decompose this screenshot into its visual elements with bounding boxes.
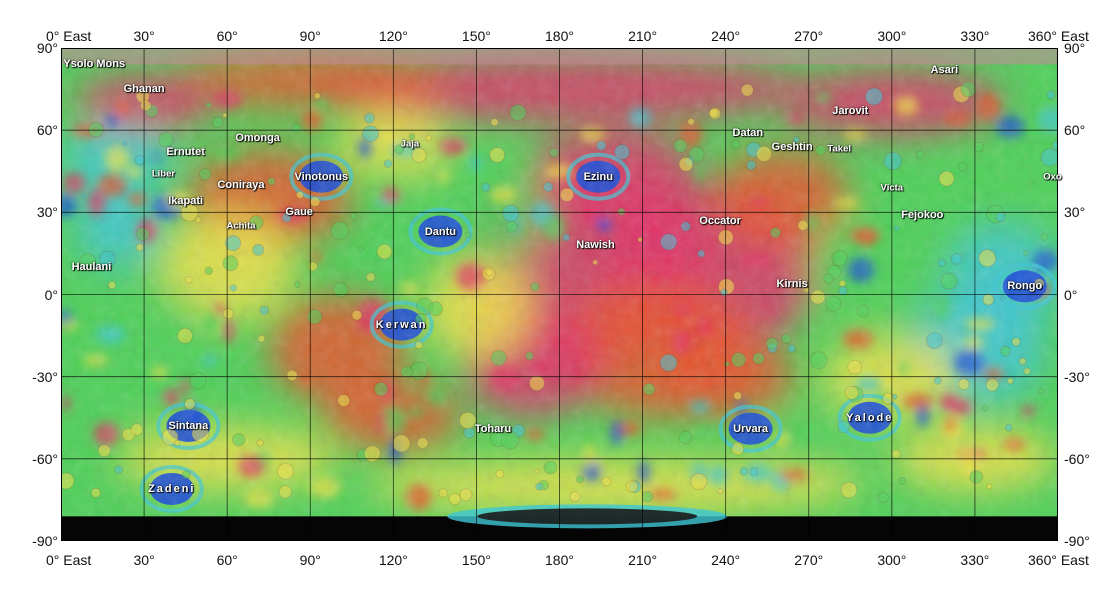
lat-tick-left: 0° [44, 286, 58, 303]
feature-label: Ikapati [168, 195, 204, 208]
lon-tick-bottom: 150° [461, 552, 491, 568]
feature-label: Coniraya [217, 178, 265, 191]
lon-tick-bottom: 330° [960, 552, 990, 568]
lon-tick-top: 150° [461, 28, 491, 44]
feature-label: Fejokoo [901, 209, 944, 222]
lon-tick-top: 180° [545, 28, 574, 44]
feature-label: Ysolo Mons [63, 58, 126, 71]
lon-tick-top: 270° [794, 28, 824, 44]
feature-label: Achita [226, 220, 256, 232]
feature-label: Toharu [474, 422, 512, 435]
lon-tick-bottom: 360° East [1028, 552, 1089, 568]
lon-tick-top: 300° [877, 28, 907, 44]
feature-label: Urvara [733, 422, 769, 435]
lat-tick-left: 30° [36, 204, 58, 221]
feature-label: Jaja [400, 138, 420, 150]
feature-label: Yalode [845, 411, 894, 424]
feature-label: Sintana [168, 419, 209, 432]
lon-tick-top: 120° [378, 28, 408, 44]
lon-tick-bottom: 240° [711, 552, 741, 568]
lon-tick-bottom: 270° [794, 552, 824, 568]
feature-label: Jarovit [832, 104, 869, 117]
lon-tick-top: 210° [628, 28, 658, 44]
lon-tick-top: 60° [216, 28, 238, 44]
feature-label: Asari [930, 63, 959, 76]
feature-label: Rongo [1007, 280, 1043, 293]
lat-tick-right: 60° [1064, 122, 1086, 139]
feature-label: Takel [827, 143, 851, 155]
lat-tick-left: -90° [32, 533, 58, 549]
lon-tick-top: 240° [711, 28, 741, 44]
map-canvas [61, 48, 1058, 541]
lat-tick-right: 90° [1064, 40, 1086, 56]
feature-label: Occator [699, 214, 741, 227]
lat-tick-right: -60° [1064, 450, 1090, 467]
feature-label: Geshtin [771, 140, 813, 153]
lat-tick-right: 0° [1064, 286, 1078, 303]
lon-tick-bottom: 30° [133, 552, 155, 568]
lat-tick-left: 90° [36, 40, 58, 56]
topographic-map [61, 48, 1058, 541]
lat-tick-right: 30° [1064, 204, 1086, 221]
lon-tick-top: 360° East [1028, 28, 1089, 44]
lon-tick-top: 90° [299, 28, 321, 44]
map-border [61, 48, 1058, 541]
feature-label: Kirnis [776, 277, 808, 290]
feature-label: Liber [151, 168, 176, 180]
lon-tick-bottom: 300° [877, 552, 907, 568]
feature-label: Haulani [71, 261, 112, 274]
feature-label: Ghanan [123, 83, 165, 96]
feature-label: Zadeni [148, 482, 196, 495]
feature-label: Gaue [285, 206, 313, 219]
feature-label: Dantu [424, 225, 456, 238]
feature-label: Ezinu [583, 170, 613, 183]
feature-label: Nawish [576, 239, 615, 252]
lon-tick-bottom: 90° [299, 552, 321, 568]
lat-tick-left: -60° [32, 450, 58, 467]
lon-tick-bottom: 210° [628, 552, 658, 568]
lon-tick-bottom: 120° [378, 552, 408, 568]
feature-label: Datan [732, 126, 764, 139]
lon-tick-bottom: 180° [545, 552, 574, 568]
lat-tick-right: -90° [1064, 533, 1090, 549]
feature-label: Vinotonus [294, 170, 349, 183]
south-polar-shadow [477, 508, 698, 525]
lon-tick-top: 330° [960, 28, 990, 44]
lat-tick-left: -30° [32, 368, 58, 385]
feature-label: Ernutet [166, 146, 205, 159]
lat-tick-left: 60° [36, 122, 58, 139]
feature-label: Oxo [1043, 171, 1062, 183]
lon-tick-bottom: 0° East [46, 552, 92, 568]
feature-label: Victa [880, 182, 904, 194]
lon-tick-bottom: 60° [216, 552, 238, 568]
lon-tick-top: 30° [133, 28, 155, 44]
lon-tick-top: 0° East [46, 28, 92, 44]
lat-tick-right: -30° [1064, 368, 1090, 385]
feature-label: Kerwan [375, 318, 428, 331]
feature-label: Omonga [235, 132, 280, 145]
